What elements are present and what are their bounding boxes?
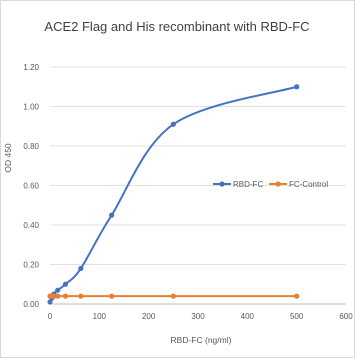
y-tick-label: 0.60 <box>23 182 39 191</box>
data-point-rbd-fc <box>55 287 61 293</box>
y-axis-title: OD 450 <box>3 143 13 173</box>
data-point-rbd-fc <box>78 265 84 272</box>
axes: 0.00 0.20 0.40 0.60 0.80 1.00 1.20 0 100 200 300 40… <box>23 63 353 321</box>
data-point-fc-control <box>78 293 84 299</box>
legend-marker-rbd-fc <box>219 181 225 187</box>
data-point-fc-control <box>55 293 61 299</box>
data-point-rbd-fc <box>109 212 115 218</box>
x-tick-label: 200 <box>142 312 156 321</box>
gridlines <box>50 66 346 305</box>
y-tick-label: 0.80 <box>23 142 39 151</box>
legend-label: FC-Control <box>289 180 328 189</box>
x-axis-title: RBD-FC (ng/ml) <box>171 335 232 345</box>
x-tick-label: 100 <box>93 312 107 321</box>
x-tick-label: 300 <box>191 312 205 321</box>
data-point-rbd-fc <box>170 121 176 127</box>
y-tick-label: 0.40 <box>23 221 39 230</box>
x-tick-label: 500 <box>290 312 304 321</box>
y-tick-label: 1.20 <box>23 63 39 72</box>
data-point-fc-control <box>62 293 69 299</box>
x-tick-label: 400 <box>241 312 255 321</box>
series-line-rbd-fc <box>49 85 297 303</box>
x-tick-label: 0 <box>48 312 53 321</box>
legend: RBD-FC FC-Control <box>213 180 328 189</box>
data-point-fc-control <box>294 293 300 299</box>
legend-marker-fc-control <box>275 181 281 187</box>
data-point-fc-control <box>51 293 57 299</box>
legend-label: RBD-FC <box>233 180 263 189</box>
data-point-rbd-fc <box>47 299 53 305</box>
y-tick-label: 0.20 <box>23 261 39 270</box>
x-tick-label: 600 <box>339 312 353 321</box>
data-point-fc-control <box>109 293 115 299</box>
chart-title: ACE2 Flag and His recombinant with RBD-F… <box>44 19 309 34</box>
data-point-fc-control <box>170 293 176 299</box>
y-tick-label: 1.00 <box>23 103 39 112</box>
y-tick-label: 0.00 <box>23 300 39 309</box>
data-point-rbd-fc <box>62 281 69 287</box>
data-point-rbd-fc <box>294 84 300 90</box>
series-group <box>47 84 300 305</box>
